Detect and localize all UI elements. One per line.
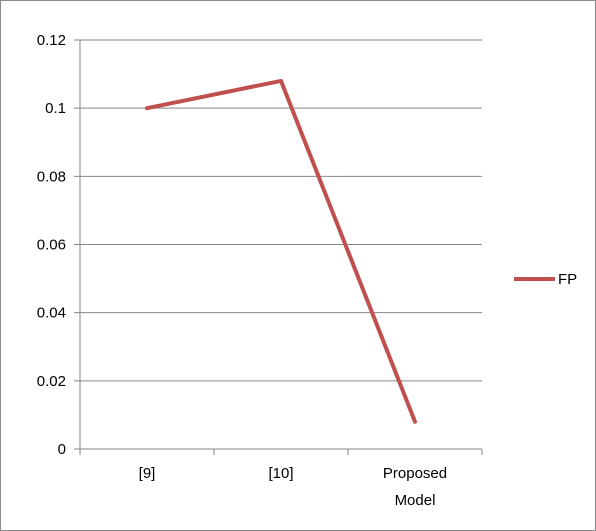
- y-tick-label: 0.06: [37, 237, 66, 254]
- y-tick-label: 0: [58, 441, 66, 458]
- gridlines: [74, 39, 482, 450]
- x-tick-label: [9]: [139, 465, 156, 482]
- x-tick-labels: [9] [10] Proposed Model: [139, 465, 447, 509]
- legend-label-fp: FP: [558, 271, 577, 288]
- y-tick-label: 0.1: [45, 100, 66, 117]
- x-tick-label: [10]: [268, 465, 293, 482]
- y-tick-label: 0.12: [37, 32, 66, 49]
- y-tick-label: 0.08: [37, 168, 66, 185]
- legend: FP: [514, 271, 577, 288]
- y-tick-label: 0.02: [37, 373, 66, 390]
- y-tick-label: 0.04: [37, 305, 66, 322]
- x-tick-marks: [79, 449, 483, 455]
- y-tick-labels: 0 0.02 0.04 0.06 0.08 0.1 0.12: [37, 32, 66, 458]
- axes: [79, 40, 482, 450]
- series-line-fp: [145, 78, 417, 424]
- series-group: [145, 78, 417, 424]
- x-tick-label: Proposed Model: [383, 465, 447, 509]
